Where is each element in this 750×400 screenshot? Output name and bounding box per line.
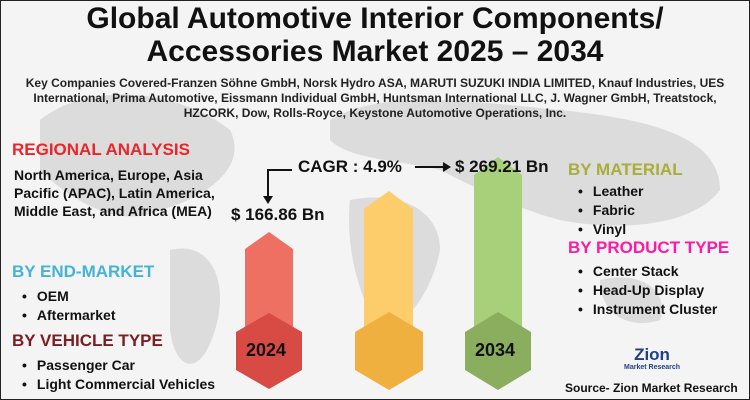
vehicle-type-list: Passenger Car Light Commercial Vehicles bbox=[22, 356, 215, 394]
product-type-heading: BY PRODUCT TYPE bbox=[568, 238, 730, 257]
list-item: Light Commercial Vehicles bbox=[22, 375, 215, 394]
material-list: Leather Fabric Vinyl bbox=[578, 182, 644, 239]
product-type-list: Center Stack Head-Up Display Instrument … bbox=[578, 262, 717, 319]
end-market-list: OEM Aftermarket bbox=[22, 287, 116, 325]
end-market-heading: BY END-MARKET bbox=[12, 262, 155, 281]
list-item: Leather bbox=[578, 182, 644, 201]
list-item: Head-Up Display bbox=[578, 281, 717, 300]
material-heading: BY MATERIAL bbox=[568, 160, 683, 179]
list-item: Vinyl bbox=[578, 220, 643, 239]
hex-2034 bbox=[465, 312, 531, 390]
cagr-bracket-arrow bbox=[267, 169, 292, 198]
bar-2024 bbox=[245, 232, 293, 330]
page-title: Global Automotive Interior Components/ A… bbox=[86, 2, 664, 68]
bar-middle bbox=[364, 191, 413, 330]
arrowhead-icon bbox=[443, 162, 451, 172]
list-item: Center Stack bbox=[578, 262, 717, 281]
regional-text: North America, Europe, Asia Pacific (APA… bbox=[14, 167, 215, 219]
year-2034: 2034 bbox=[475, 340, 516, 360]
list-item: Fabric bbox=[578, 201, 643, 220]
list-item: Instrument Cluster bbox=[578, 300, 717, 319]
zion-logo: Zion Market Research bbox=[624, 345, 681, 371]
hex-2024 bbox=[236, 313, 302, 389]
arrowhead-icon bbox=[263, 196, 273, 204]
source-text: Source- Zion Market Research bbox=[565, 381, 738, 395]
bar-2034 bbox=[474, 157, 522, 330]
value-2024: $ 166.86 Bn bbox=[231, 205, 325, 224]
cagr-label: CAGR : 4.9% bbox=[298, 157, 402, 176]
arrows bbox=[267, 166, 445, 198]
year-2024: 2024 bbox=[246, 340, 287, 360]
regional-heading: REGIONAL ANALYSIS bbox=[12, 140, 190, 159]
vehicle-type-heading: BY VEHICLE TYPE bbox=[12, 331, 163, 350]
value-2034: $ 269.21 Bn bbox=[455, 157, 549, 176]
key-companies: Key Companies Covered-Franzen Söhne GmbH… bbox=[25, 76, 725, 120]
list-item: Aftermarket bbox=[22, 306, 116, 325]
hex-middle bbox=[355, 312, 423, 390]
list-item: OEM bbox=[22, 287, 116, 306]
list-item: Passenger Car bbox=[22, 356, 215, 375]
